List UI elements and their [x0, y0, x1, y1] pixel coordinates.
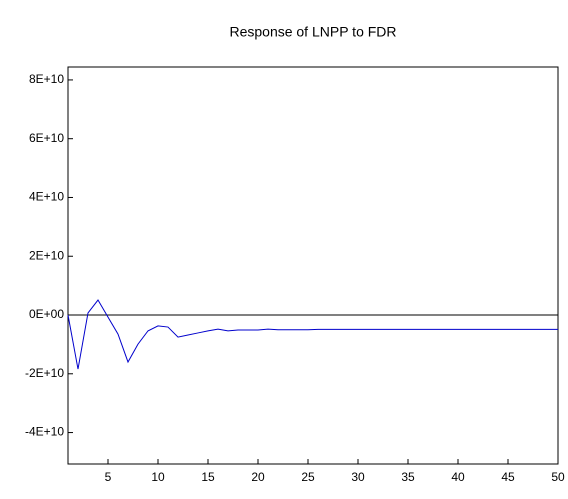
- x-tick-label: 30: [351, 470, 365, 484]
- x-tick-label: 50: [551, 470, 565, 484]
- y-tick-label: -4E+10: [25, 425, 64, 439]
- x-tick-label: 35: [401, 470, 415, 484]
- x-tick-label: 40: [451, 470, 465, 484]
- x-tick-label: 25: [301, 470, 315, 484]
- series-line: [67, 299, 558, 370]
- plot-frame: [67, 66, 559, 465]
- chart-title: Response of LNPP to FDR: [229, 24, 396, 40]
- x-tick-label: 10: [151, 470, 165, 484]
- y-tick-label: 2E+10: [29, 248, 64, 262]
- y-tick-label: 6E+10: [29, 131, 64, 145]
- x-tick-label: 20: [251, 470, 265, 484]
- y-tick-label: -2E+10: [25, 366, 64, 380]
- x-tick-label: 45: [501, 470, 515, 484]
- x-tick-label: 15: [201, 470, 215, 484]
- y-tick-label: 4E+10: [29, 190, 64, 204]
- x-tick-label: 5: [105, 470, 112, 484]
- y-tick-label: 0E+00: [29, 307, 64, 321]
- y-tick-label: 8E+10: [29, 72, 64, 86]
